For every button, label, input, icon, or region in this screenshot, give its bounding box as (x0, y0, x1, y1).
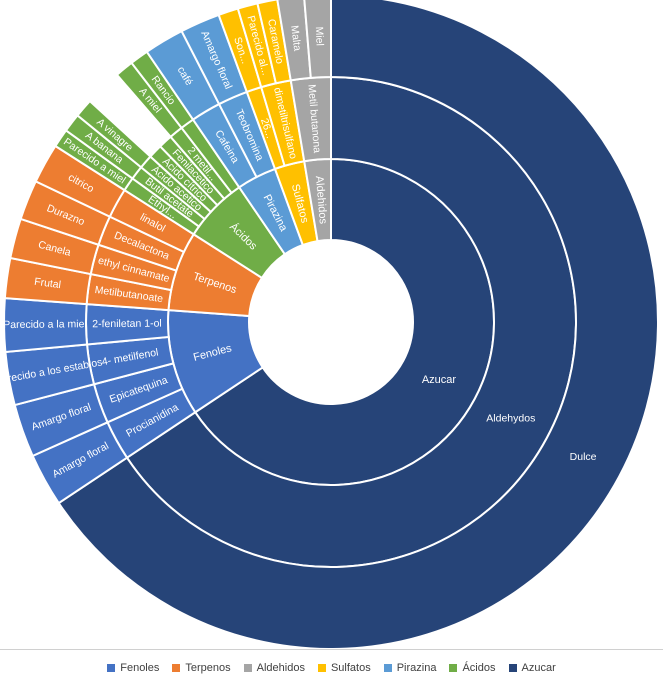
label-aldehidos: Aldehidos (313, 175, 329, 225)
label-dulce: Dulce (570, 451, 597, 463)
legend-item-azucar: Azucar (508, 662, 556, 674)
label-2-feniletan-1-ol: 2-feniletan 1-ol (92, 318, 162, 331)
segment-miel (303, 0, 332, 79)
legend-swatch (383, 664, 392, 672)
label-malta: Malta (288, 25, 303, 52)
segment-dulce (57, 0, 659, 648)
sunburst-chart: AzucarAldehydosDulceFenolesProcianidinaA… (3, 0, 659, 648)
legend-divider (0, 649, 663, 650)
legend-swatch (107, 664, 116, 672)
legend-item-fenoles: Fenoles (107, 662, 159, 674)
legend-label: Terpenos (185, 662, 231, 674)
legend-swatch (508, 664, 517, 672)
label-miel: Miel (313, 26, 326, 46)
label-azucar: Azucar (422, 374, 457, 386)
label-metil-butanona: Metil butanona (305, 84, 323, 154)
legend-label: Azucar (521, 662, 556, 674)
legend-swatch (243, 664, 252, 672)
legend-item-aldehidos: Aldehidos (243, 662, 305, 674)
legend-swatch (172, 664, 181, 672)
label-aldehydos: Aldehydos (486, 412, 535, 424)
legend-label: Pirazina (396, 662, 437, 674)
legend-item-terpenos: Terpenos (172, 662, 231, 674)
legend-item-sulfatos: Sulfatos (317, 662, 371, 674)
label-parecido-a-la-miel: Parecido a la miel (3, 318, 87, 331)
legend-item-pirazina: Pirazina (383, 662, 437, 674)
legend-label: Sulfatos (330, 662, 371, 674)
legend-item-acidos: Ácidos (449, 662, 496, 674)
legend-label: Aldehidos (256, 662, 305, 674)
legend-swatch (449, 664, 458, 672)
legend: Fenoles Terpenos Aldehidos Sulfatos Pirazina… (0, 662, 663, 674)
label-frutal: Frutal (33, 276, 61, 292)
legend-label: Ácidos (462, 662, 496, 674)
legend-swatch (317, 664, 326, 672)
legend-label: Fenoles (120, 662, 160, 674)
